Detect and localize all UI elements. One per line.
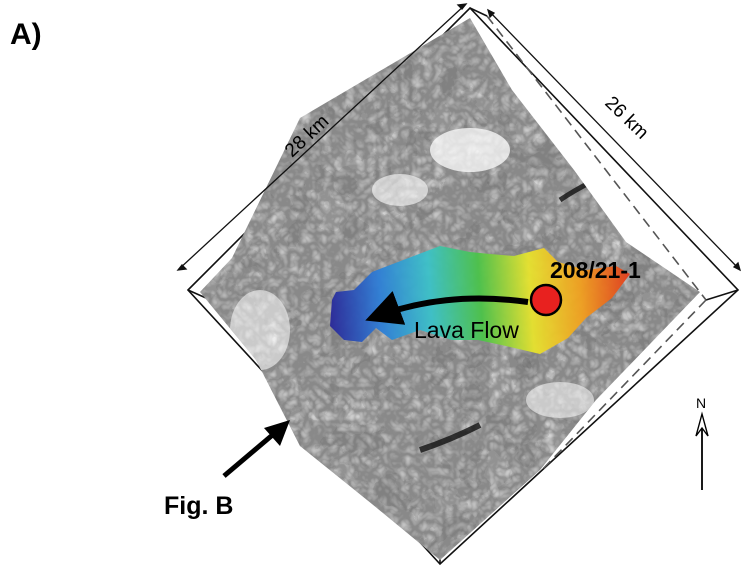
north-label: N	[696, 395, 706, 411]
lava-flow-arrow	[365, 291, 529, 325]
dimension-line-28km	[176, 3, 468, 271]
north-arrow-icon	[695, 411, 709, 490]
dimension-line-26km	[486, 8, 742, 272]
well-marker	[529, 283, 563, 317]
panel-label: A)	[10, 18, 42, 51]
lava-flow-label: Lava Flow	[414, 317, 519, 343]
well-name-label: 208/21-1	[550, 257, 641, 283]
figure-b-pointer	[222, 420, 290, 478]
figure-b-label: Fig. B	[164, 492, 233, 520]
dimension-label-26km: 26 km	[601, 92, 653, 143]
